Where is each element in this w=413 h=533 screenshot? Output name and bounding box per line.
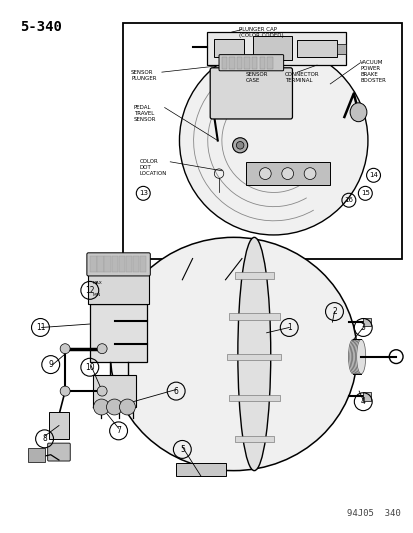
Text: SENSOR
PLUNGER: SENSOR PLUNGER (131, 70, 156, 80)
Text: 5-340: 5-340 (20, 20, 62, 34)
Text: 3: 3 (360, 323, 365, 332)
Circle shape (97, 386, 107, 396)
Text: 2: 2 (331, 307, 336, 316)
Circle shape (259, 168, 271, 180)
Bar (104, 256, 110, 272)
Text: 5: 5 (180, 445, 184, 454)
Text: COLOR
DOT
LOCATION: COLOR DOT LOCATION (139, 159, 166, 176)
Bar (297, 41, 336, 57)
Bar (125, 256, 132, 272)
Bar (49, 413, 69, 439)
Bar (122, 22, 401, 259)
Bar (28, 448, 45, 462)
Text: 11: 11 (36, 323, 45, 332)
Bar (140, 256, 146, 272)
Bar (176, 463, 225, 476)
Circle shape (232, 138, 247, 153)
Text: 12: 12 (85, 286, 94, 295)
Ellipse shape (348, 340, 357, 374)
Bar (118, 256, 125, 272)
Text: MAX: MAX (93, 281, 102, 285)
Bar (229, 56, 234, 69)
Bar (236, 56, 242, 69)
Bar (244, 56, 249, 69)
Bar (362, 392, 370, 401)
Text: CONNECTOR
TERMINAL: CONNECTOR TERMINAL (284, 72, 319, 83)
Text: SENSOR
CASE: SENSOR CASE (245, 72, 268, 83)
FancyBboxPatch shape (218, 55, 283, 71)
FancyBboxPatch shape (47, 443, 70, 461)
Circle shape (93, 399, 109, 415)
Circle shape (60, 386, 70, 396)
Bar (213, 38, 244, 57)
Text: 6: 6 (173, 386, 178, 395)
Bar (245, 162, 329, 185)
Bar (266, 56, 272, 69)
Text: MIN: MIN (93, 293, 101, 297)
Ellipse shape (354, 340, 363, 374)
Text: 4: 4 (360, 397, 365, 406)
Bar (252, 36, 291, 60)
FancyBboxPatch shape (87, 253, 150, 276)
Ellipse shape (349, 340, 358, 374)
Bar (133, 256, 139, 272)
Ellipse shape (352, 340, 361, 374)
Circle shape (60, 344, 70, 354)
Ellipse shape (349, 103, 366, 122)
Bar (228, 313, 279, 319)
Bar (362, 318, 370, 326)
Circle shape (281, 168, 293, 180)
Circle shape (304, 168, 315, 180)
Text: 16: 16 (344, 197, 353, 203)
Bar (234, 272, 273, 279)
Text: VACUUM
POWER
BRAKE
BOOSTER: VACUUM POWER BRAKE BOOSTER (359, 60, 385, 83)
Ellipse shape (110, 237, 356, 471)
Circle shape (119, 399, 135, 415)
Bar (93, 375, 136, 407)
Bar (97, 256, 103, 272)
Circle shape (179, 46, 367, 235)
Ellipse shape (237, 237, 270, 471)
Bar (234, 435, 273, 442)
Ellipse shape (353, 340, 362, 374)
Bar (88, 274, 148, 304)
Circle shape (106, 399, 122, 415)
Text: 94J05  340: 94J05 340 (346, 510, 399, 519)
Bar (90, 256, 96, 272)
Bar (206, 32, 346, 65)
Text: 13: 13 (138, 190, 147, 196)
Text: 10: 10 (85, 363, 95, 372)
Bar (111, 256, 118, 272)
Text: 15: 15 (360, 190, 369, 196)
Text: 9: 9 (48, 360, 53, 369)
Bar (336, 44, 346, 53)
Circle shape (97, 344, 107, 354)
FancyBboxPatch shape (210, 68, 292, 119)
Text: PEDAL
TRAVEL
SENSOR: PEDAL TRAVEL SENSOR (133, 105, 156, 122)
Ellipse shape (350, 340, 359, 374)
Ellipse shape (356, 340, 365, 374)
Circle shape (236, 142, 243, 149)
Bar (221, 56, 226, 69)
Bar (228, 395, 279, 401)
Bar (252, 56, 257, 69)
Text: 7: 7 (116, 426, 121, 435)
Text: 14: 14 (368, 172, 377, 179)
Bar (259, 56, 264, 69)
Text: PLUNGER CAP
(COLOR CODED): PLUNGER CAP (COLOR CODED) (238, 27, 282, 38)
Text: 8: 8 (42, 434, 47, 443)
Bar (90, 304, 147, 362)
Bar (227, 354, 281, 360)
Text: 1: 1 (286, 323, 291, 332)
